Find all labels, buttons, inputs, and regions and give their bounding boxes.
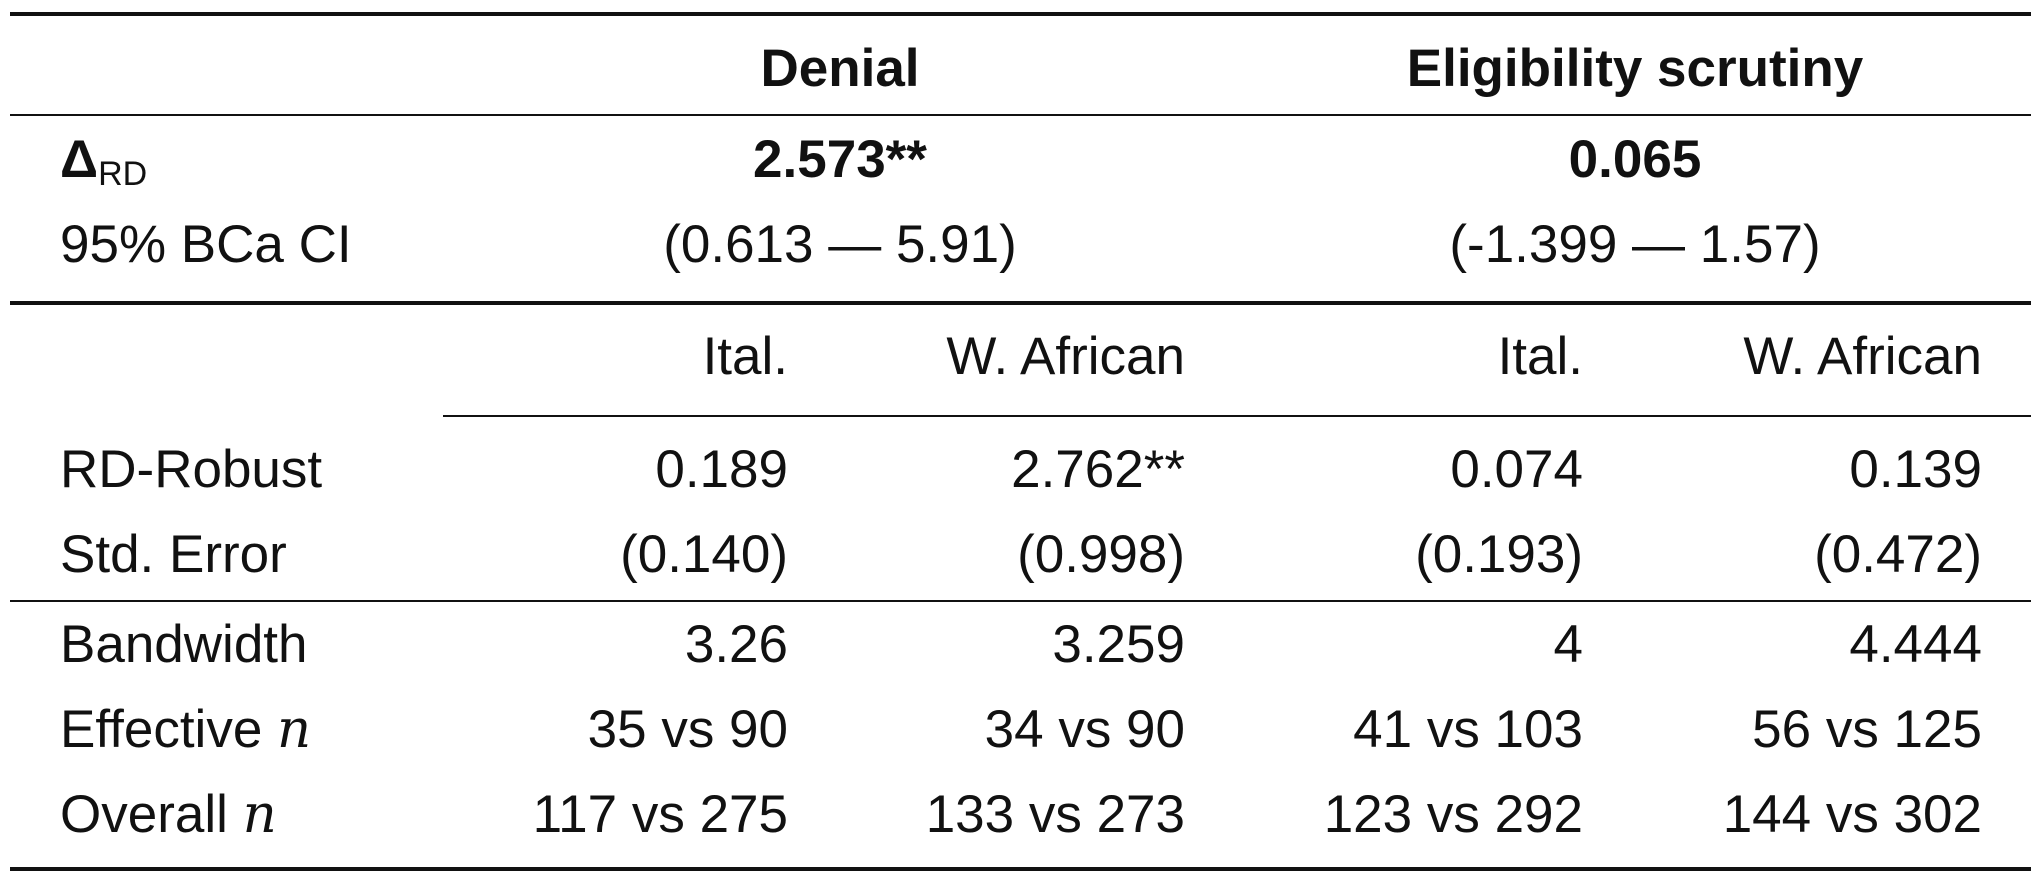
row-label-text: Effective	[60, 700, 263, 759]
row-label: RD-Robust	[60, 440, 323, 499]
row-label: Overall n	[60, 788, 277, 841]
ci-eligibility: (-1.399 — 1.57)	[1449, 215, 1821, 274]
cell: (0.140)	[620, 525, 788, 584]
cell: 0.074	[1450, 440, 1583, 499]
cell: 34 vs 90	[984, 700, 1185, 759]
cell: 56 vs 125	[1752, 700, 1982, 759]
cell: 133 vs 273	[925, 785, 1185, 844]
cell: 0.189	[655, 440, 788, 499]
cell: 35 vs 90	[587, 700, 788, 759]
ci-label: 95% BCa CI	[60, 215, 352, 274]
n-variable: n	[242, 784, 277, 845]
cell: 117 vs 275	[532, 785, 788, 844]
subheader-elig-ital: Ital.	[1497, 327, 1583, 386]
delta-subscript: RD	[98, 155, 148, 193]
delta-eligibility-value: 0.065	[1568, 130, 1702, 189]
row-label-text: Overall	[60, 785, 228, 844]
cell: 2.762**	[1011, 440, 1185, 499]
cell: 4	[1553, 615, 1583, 674]
stats-rule	[10, 600, 2031, 602]
cell: 41 vs 103	[1353, 700, 1583, 759]
delta-denial-value: 2.573**	[753, 130, 927, 189]
cell: (0.193)	[1415, 525, 1583, 584]
cell: 123 vs 292	[1323, 785, 1583, 844]
cell: 3.259	[1052, 615, 1185, 674]
header-rule	[10, 114, 2031, 116]
row-label: Effective n	[60, 703, 311, 756]
cell: 144 vs 302	[1722, 785, 1982, 844]
eligibility-header: Eligibility scrutiny	[1406, 39, 1864, 98]
cell: (0.472)	[1814, 525, 1982, 584]
top-rule	[10, 12, 2031, 16]
cell: 3.26	[684, 615, 788, 674]
ci-denial: (0.613 — 5.91)	[663, 215, 1017, 274]
delta-label: ΔRD	[60, 130, 147, 191]
denial-header: Denial	[760, 39, 920, 98]
n-variable: n	[277, 699, 312, 760]
cell: 0.139	[1849, 440, 1982, 499]
subheader-denial-ital: Ital.	[702, 327, 788, 386]
subheader-denial-wafrican: W. African	[946, 327, 1185, 386]
subheader-elig-wafrican: W. African	[1743, 327, 1982, 386]
row-label: Std. Error	[60, 525, 287, 584]
row-label: Bandwidth	[60, 615, 308, 674]
subheader-rule	[443, 415, 2031, 417]
cell: (0.998)	[1017, 525, 1185, 584]
delta-symbol: Δ	[60, 130, 99, 189]
cell: 4.444	[1849, 615, 1982, 674]
ci-rule	[10, 301, 2031, 305]
bottom-rule	[10, 867, 2031, 871]
